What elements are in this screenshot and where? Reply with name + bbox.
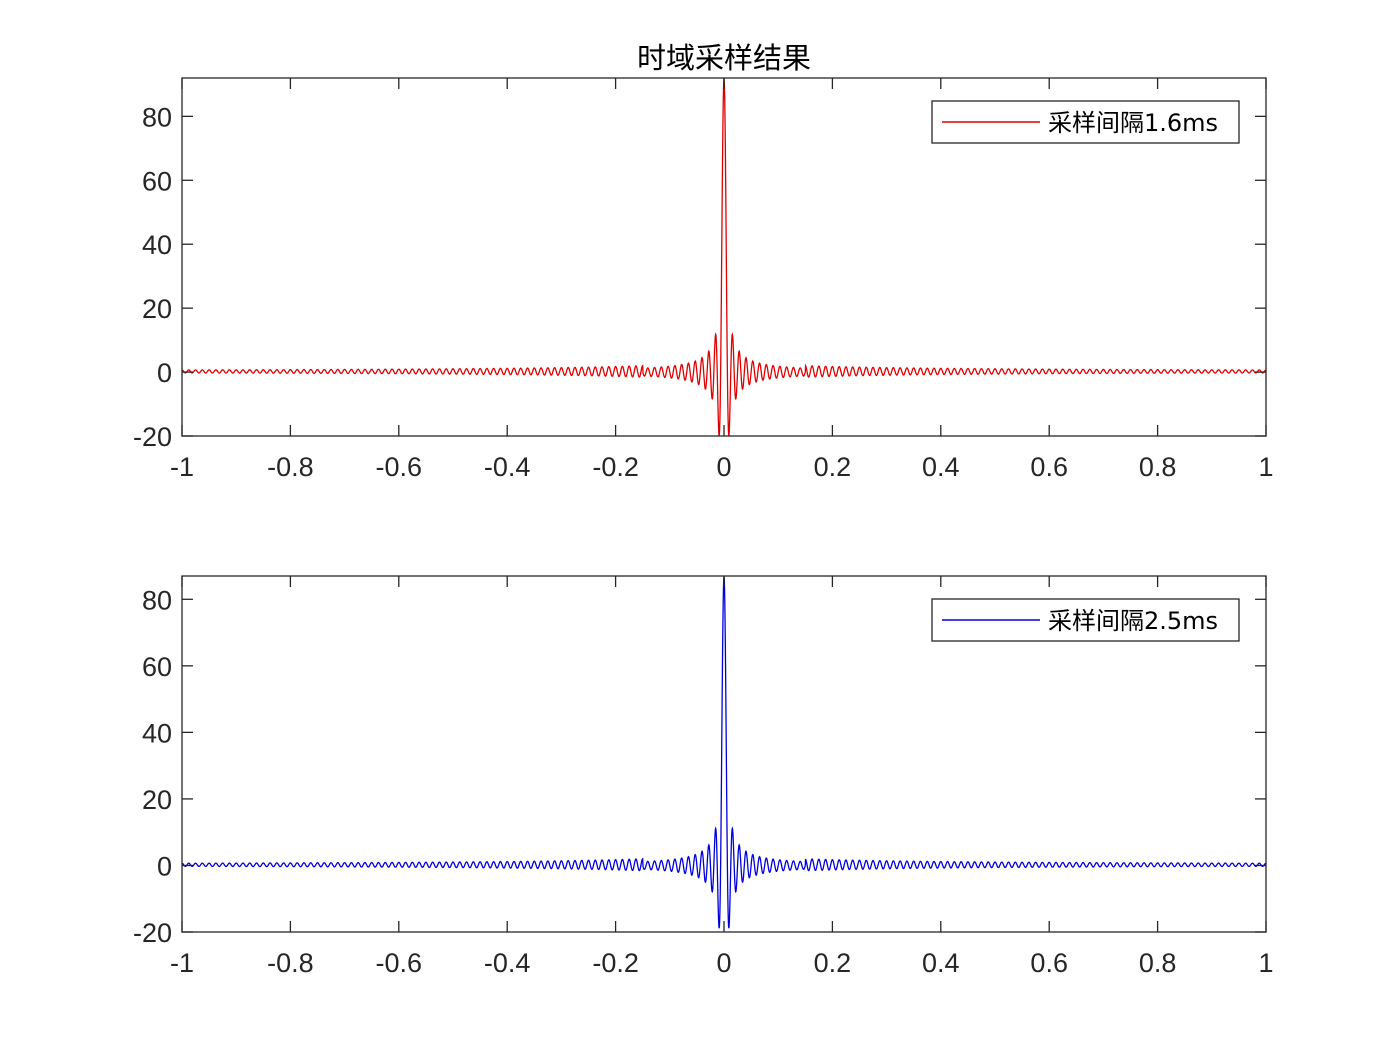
x-tick-label: 0 <box>716 452 731 482</box>
y-tick-label: 20 <box>142 785 172 815</box>
x-tick-label: 0 <box>716 948 731 978</box>
x-tick-label: 1 <box>1258 948 1273 978</box>
series-line-2-1 <box>182 576 1266 929</box>
y-tick-label: -20 <box>133 422 172 452</box>
x-tick-label: 0.8 <box>1139 948 1177 978</box>
y-tick-label: 0 <box>157 851 172 881</box>
subplot-top: -1 -0.8 -0.6 -0.4 -0.2 0 0.2 0.4 0.6 0.8 1 -20 0 20 40… <box>133 77 1274 482</box>
x-tick-label: -0.8 <box>267 452 314 482</box>
y-tick-label: 60 <box>142 652 172 682</box>
x-tick-label: 0.4 <box>922 948 960 978</box>
legend: 采样间隔2.5ms <box>931 598 1240 642</box>
series-line-1-1 <box>182 78 1266 436</box>
y-tick-label: 40 <box>142 230 172 260</box>
legend-label: 采样间隔2.5ms <box>1048 607 1218 635</box>
x-tick-label: -0.4 <box>484 452 531 482</box>
x-tick-label: -0.2 <box>592 452 639 482</box>
x-tick-label: -1 <box>170 948 194 978</box>
y-tick-label: 0 <box>157 358 172 388</box>
x-tick-label: -0.6 <box>376 452 423 482</box>
legend: 采样间隔1.6ms <box>931 100 1240 144</box>
y-tick-label: 80 <box>142 585 172 615</box>
y-tick-label: 20 <box>142 294 172 324</box>
x-tick-label: 0.6 <box>1030 452 1068 482</box>
x-tick-label: 0.6 <box>1030 948 1068 978</box>
y-tick-label: 40 <box>142 718 172 748</box>
x-tick-label: 0.2 <box>814 948 852 978</box>
x-tick-label: 0.2 <box>814 452 852 482</box>
legend-label: 采样间隔1.6ms <box>1048 109 1218 137</box>
x-tick-label: 0.8 <box>1139 452 1177 482</box>
figure-title: 时域采样结果 <box>637 41 811 75</box>
y-tick-label: 80 <box>142 102 172 132</box>
subplot-bottom: -1 -0.8 -0.6 -0.4 -0.2 0 0.2 0.4 0.6 0.8 1 -20 0 20 40… <box>133 575 1274 978</box>
x-tick-label: 1 <box>1258 452 1273 482</box>
y-tick-label: -20 <box>133 918 172 948</box>
x-tick-label: -0.4 <box>484 948 531 978</box>
x-tick-label: -0.6 <box>376 948 423 978</box>
x-tick-label: 0.4 <box>922 452 960 482</box>
y-tick-label: 60 <box>142 166 172 196</box>
x-tick-label: -0.8 <box>267 948 314 978</box>
x-tick-label: -0.2 <box>592 948 639 978</box>
x-tick-label: -1 <box>170 452 194 482</box>
